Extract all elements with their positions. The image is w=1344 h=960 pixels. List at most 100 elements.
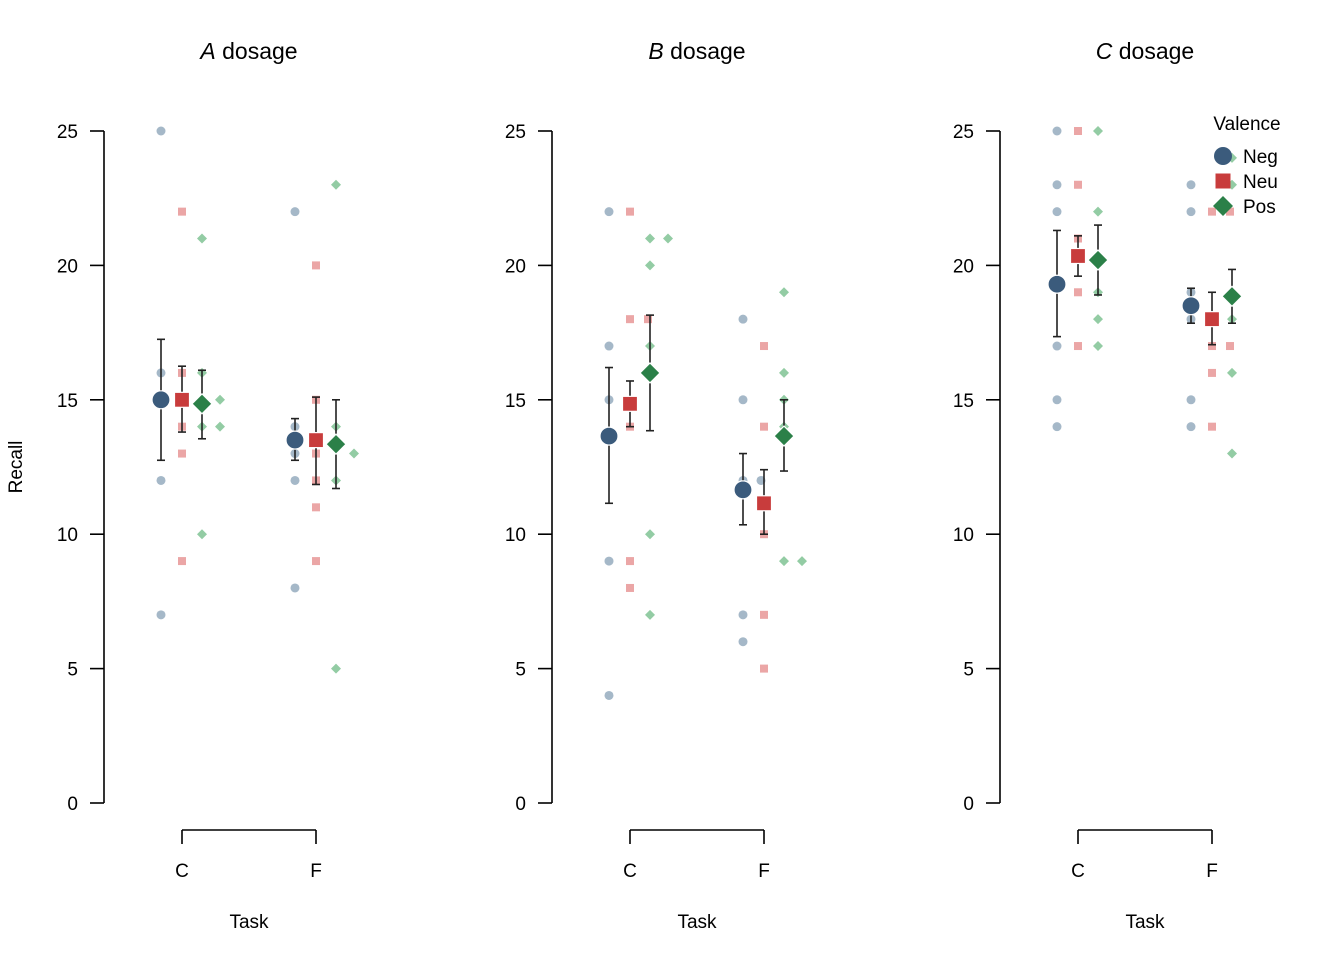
mean-marker-neu (173, 391, 191, 408)
y-tick-label: 20 (953, 256, 974, 277)
raw-point-neu (1074, 127, 1082, 135)
mean-marker-pos (191, 392, 213, 415)
mean-marker-neg (151, 390, 171, 410)
mean-marker-neg (285, 430, 305, 450)
raw-point-neg (738, 395, 748, 405)
mean-marker-pos (773, 425, 795, 447)
raw-point-neg (1186, 422, 1196, 432)
mean-marker-neg (599, 426, 619, 446)
y-tick-label: 0 (67, 794, 78, 815)
x-tick-label: C (623, 861, 637, 882)
panel-title: A dosage (198, 38, 297, 64)
raw-point-pos (1093, 314, 1103, 325)
y-tick-label: 15 (57, 391, 78, 412)
panel-title-suffix: dosage (216, 38, 298, 64)
raw-point-pos (215, 394, 225, 405)
raw-point-pos (1093, 126, 1103, 136)
panel-title: C dosage (1096, 38, 1194, 64)
raw-point-neg (738, 637, 748, 647)
x-tick-label: F (1206, 861, 1218, 882)
raw-point-neu (178, 557, 186, 566)
panel-a: A dosage 0 5 10 15 20 25 C F Task (57, 38, 359, 933)
raw-point-neu (1208, 368, 1216, 377)
raw-point-neu (312, 503, 320, 512)
legend-marker-neu (1215, 173, 1231, 189)
mean-marker-pos (325, 433, 347, 456)
y-tick-label: 20 (57, 256, 78, 277)
raw-point-neg (1186, 395, 1196, 405)
raw-point-neg (1052, 207, 1062, 217)
panel-title-suffix: dosage (664, 38, 746, 64)
raw-point-neu (626, 207, 634, 216)
raw-point-neu (1226, 207, 1234, 216)
raw-point-neu (1074, 180, 1082, 189)
y-axis-title: Recall (6, 441, 27, 494)
mean-marker-pos (639, 362, 661, 384)
raw-point-neg (1052, 126, 1062, 136)
raw-point-pos (797, 556, 807, 567)
raw-point-neg (738, 314, 748, 324)
panel-c: C dosage 0 5 10 15 20 25 C F Task (953, 38, 1243, 933)
raw-point-neu (626, 315, 634, 324)
raw-point-neu (1208, 422, 1216, 431)
raw-point-pos (197, 529, 207, 540)
raw-point-neu (760, 342, 768, 351)
x-tick-label: C (175, 861, 189, 882)
raw-point-neu (760, 422, 768, 431)
legend: Valence Neg Neu Pos (1213, 114, 1281, 218)
raw-point-neg (290, 475, 300, 485)
y-tick-label: 10 (953, 525, 974, 546)
raw-point-pos (645, 529, 655, 540)
raw-point-neg (738, 610, 748, 620)
raw-point-pos (1093, 341, 1103, 352)
raw-point-neg (1186, 207, 1196, 217)
raw-point-pos (215, 421, 225, 432)
mean-marker-neu (621, 395, 639, 412)
raw-point-pos (331, 663, 341, 674)
x-tick-label: C (1071, 861, 1085, 882)
x-axis-title: Task (677, 912, 717, 933)
legend-label-neg: Neg (1243, 147, 1278, 168)
legend-marker-pos (1213, 196, 1233, 216)
raw-point-pos (779, 556, 789, 567)
raw-point-neu (178, 207, 186, 216)
legend-label-pos: Pos (1243, 197, 1276, 218)
mean-marker-neu (1203, 311, 1221, 328)
raw-point-neg (156, 475, 166, 485)
y-tick-label: 15 (505, 391, 526, 412)
raw-point-neg (1052, 422, 1062, 432)
panel-b: B dosage 0 5 10 15 20 25 C F Task (505, 38, 807, 933)
legend-title: Valence (1213, 114, 1280, 135)
y-tick-label: 5 (67, 660, 78, 681)
mean-marker-pos (1221, 285, 1243, 308)
y-tick-label: 25 (57, 122, 78, 143)
raw-point-neg (604, 556, 614, 566)
raw-point-pos (197, 233, 207, 244)
raw-point-pos (645, 260, 655, 271)
x-tick-label: F (758, 861, 770, 882)
x-axis-title: Task (229, 912, 269, 933)
panel-title-suffix: dosage (1112, 38, 1194, 64)
raw-point-neu (1074, 342, 1082, 351)
raw-point-pos (779, 367, 789, 378)
raw-point-neg (1052, 341, 1062, 351)
raw-point-neu (312, 557, 320, 566)
mean-marker-pos (1087, 249, 1109, 271)
mean-marker-neu (755, 495, 773, 512)
legend-label-neu: Neu (1243, 172, 1278, 193)
raw-point-neu (1208, 342, 1216, 351)
raw-point-neu (1074, 288, 1082, 297)
raw-point-neu (1226, 342, 1234, 351)
y-tick-label: 0 (515, 794, 526, 815)
raw-point-neg (156, 126, 166, 136)
raw-point-neg (604, 341, 614, 351)
mean-marker-neu (1069, 247, 1087, 265)
raw-point-neg (1186, 180, 1196, 190)
raw-point-neu (644, 315, 652, 324)
raw-point-neu (178, 449, 186, 458)
mean-marker-neu (307, 432, 325, 449)
raw-point-pos (349, 448, 359, 459)
raw-point-neu (626, 557, 634, 566)
y-tick-label: 20 (505, 256, 526, 277)
mean-marker-neg (1181, 296, 1201, 316)
